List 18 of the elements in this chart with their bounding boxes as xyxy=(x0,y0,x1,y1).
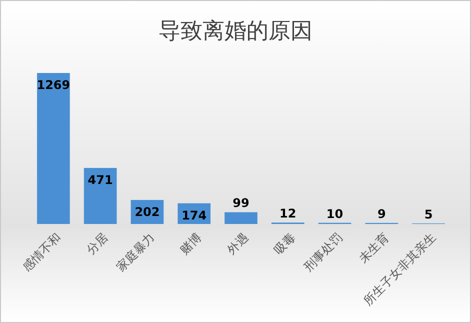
data-label: 471 xyxy=(88,172,113,187)
data-label: 1269 xyxy=(36,78,70,92)
x-tick-label: 未生育 xyxy=(356,230,392,266)
data-label: 99 xyxy=(232,196,250,210)
data-label: 9 xyxy=(377,206,386,221)
data-label: 5 xyxy=(424,207,433,222)
data-label: 174 xyxy=(182,208,207,222)
x-tick-label: 刑事处罚 xyxy=(301,230,345,274)
data-label: 10 xyxy=(326,206,344,221)
x-tick-label: 分居 xyxy=(84,230,110,258)
chart-title: 导致离婚的原因 xyxy=(158,19,312,44)
x-tick-label: 家庭暴力 xyxy=(114,230,158,274)
x-tick-label: 外遇 xyxy=(224,230,252,258)
x-tick-label: 感情不和 xyxy=(20,230,64,274)
data-label: 202 xyxy=(134,204,160,219)
data-label: 12 xyxy=(280,206,296,221)
x-tick-label: 赌博 xyxy=(177,230,204,258)
x-tick-label: 吸毒 xyxy=(271,230,298,258)
